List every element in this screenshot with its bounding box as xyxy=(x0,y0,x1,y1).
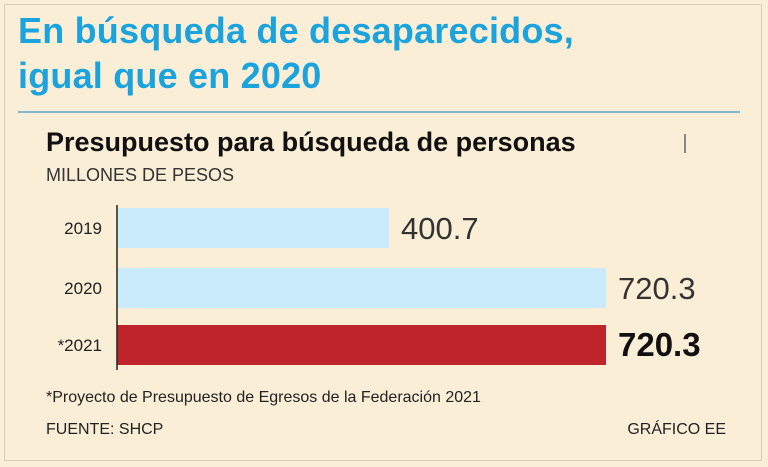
data-label: 720.3 xyxy=(618,326,701,363)
bar xyxy=(117,208,390,248)
bar xyxy=(117,325,606,365)
chart-units: MILLONES DE PESOS xyxy=(46,165,235,185)
category-label: *2021 xyxy=(58,336,102,355)
headline-line-1: En búsqueda de desaparecidos, xyxy=(18,10,574,51)
data-label: 720.3 xyxy=(618,271,696,306)
data-label: 400.7 xyxy=(401,211,479,246)
graphic-credit: GRÁFICO EE xyxy=(627,421,726,438)
headline-divider xyxy=(18,111,740,113)
headline: En búsqueda de desaparecidos, igual que … xyxy=(18,8,758,98)
graphic-frame xyxy=(4,4,762,461)
headline-line-2: igual que en 2020 xyxy=(18,55,322,96)
category-label: 2019 xyxy=(64,219,102,238)
category-label: 2020 xyxy=(64,279,102,298)
bar xyxy=(117,268,606,308)
chart-title: Presupuesto para búsqueda de personas xyxy=(46,127,576,157)
title-separator xyxy=(684,134,686,153)
source-label: FUENTE: SHCP xyxy=(46,421,164,438)
footnote: *Proyecto de Presupuesto de Egresos de l… xyxy=(46,389,481,406)
